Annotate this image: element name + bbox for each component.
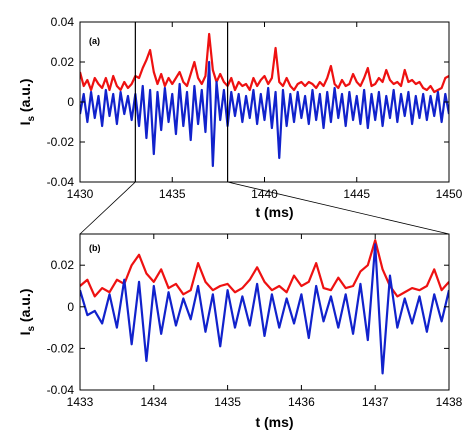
series-line-1 <box>80 32 449 94</box>
zoom-connectors <box>79 181 450 235</box>
series-line-2 <box>80 243 449 375</box>
connector-right <box>227 181 450 235</box>
series-line-2 <box>80 60 449 168</box>
series-group <box>80 32 449 168</box>
y-tick-label: -0.02 <box>47 135 75 149</box>
x-axis-label: t (ms) <box>255 414 293 430</box>
connector-left <box>79 181 136 235</box>
y-axis-label: Is (a.u.) <box>17 79 37 126</box>
x-tick-label: 1450 <box>436 187 463 201</box>
y-tick-label: 0.02 <box>51 55 75 69</box>
x-tick-label: 1433 <box>67 395 94 409</box>
series-line-1 <box>80 239 449 298</box>
y-tick-label: -0.02 <box>47 341 75 355</box>
panel-label: (b) <box>89 243 101 253</box>
panel-b-chart: 1433 1434 1435 1436 1437 1438 -0.04 -0.02 0 0.02 (… <box>17 233 463 430</box>
y-axis-label: Is (a.u.) <box>17 289 37 336</box>
x-tick-label: 1434 <box>140 395 167 409</box>
x-tick-label: 1437 <box>362 395 389 409</box>
y-tick-label: -0.04 <box>47 175 75 189</box>
x-tick-label: 1430 <box>67 187 94 201</box>
x-tick-label: 1440 <box>251 187 278 201</box>
y-tick-label: -0.04 <box>47 383 75 397</box>
x-tick-label: 1438 <box>436 395 463 409</box>
y-tick-label: 0.04 <box>51 15 75 29</box>
x-axis-label: t (ms) <box>255 204 293 220</box>
y-tick-label: 0.02 <box>51 258 75 272</box>
x-tick-label: 1445 <box>343 187 370 201</box>
panel-label: (a) <box>89 36 100 46</box>
x-tick-label: 1435 <box>159 187 186 201</box>
plot-frame <box>79 233 450 391</box>
panel-a-chart: 1430 1435 1440 1445 1450 -0.04 -0.02 0 0.02 0.04 (… <box>17 15 463 220</box>
x-tick-label: 1435 <box>214 395 241 409</box>
x-tick-label: 1436 <box>288 395 315 409</box>
y-tick-label: 0 <box>67 95 74 109</box>
series-group <box>80 239 449 375</box>
y-tick-label: 0 <box>67 300 74 314</box>
